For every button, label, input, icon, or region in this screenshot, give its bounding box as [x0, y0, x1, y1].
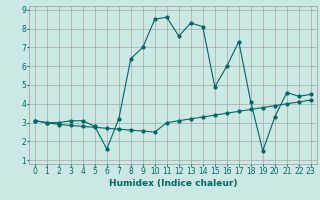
X-axis label: Humidex (Indice chaleur): Humidex (Indice chaleur)	[108, 179, 237, 188]
